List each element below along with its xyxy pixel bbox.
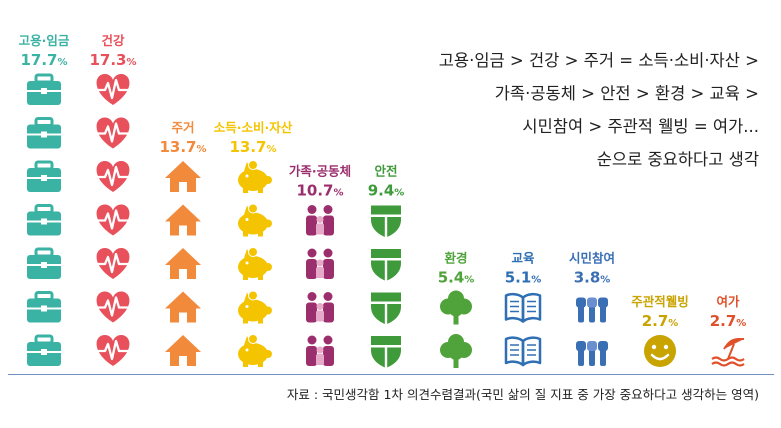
tree-icon [440, 290, 472, 325]
source-note: 자료 : 국민생각함 1차 의견수렴결과(국민 삶의 질 지표 중 가장 중요하… [286, 387, 759, 402]
summary-line-3: 시민참여 > 주관적 웰빙 = 여가... [522, 117, 759, 136]
briefcase-icon [27, 117, 61, 149]
house-icon [165, 204, 201, 236]
data-label: 2.7% [642, 312, 679, 330]
category-label: 시민참여 [569, 251, 615, 266]
category-label: 교육 [511, 251, 535, 266]
category-label: 고용·임금 [19, 33, 70, 48]
smiley-icon [644, 335, 676, 367]
raised-hands-icon [576, 341, 608, 366]
heart-icon [96, 335, 130, 366]
summary-line-1: 고용·임금 > 건강 > 주거 = 소득·소비·자산 > [438, 51, 759, 70]
briefcase-icon [27, 204, 61, 236]
category-column: 3.8% 시민참여 [569, 251, 615, 366]
shield-icon [371, 336, 401, 368]
category-label: 안전 [374, 164, 397, 179]
tree-icon [440, 334, 472, 368]
data-label: 13.7% [159, 138, 206, 156]
category-column: 9.4% 안전 [368, 164, 405, 368]
family-icon [306, 335, 334, 366]
briefcase-icon [27, 291, 61, 323]
family-icon [306, 205, 334, 236]
category-column: 10.7% 가족·공동체 [289, 164, 351, 366]
heart-icon [96, 161, 130, 192]
category-label: 주거 [171, 120, 194, 135]
category-label: 소득·소비·자산 [214, 120, 293, 135]
house-icon [165, 291, 201, 323]
data-label: 5.1% [505, 269, 542, 287]
summary-line-2: 가족·공동체 > 안전 > 환경 > 교육 > [494, 84, 759, 103]
piggy-bank-icon [238, 247, 272, 280]
summary-text: 고용·임금 > 건강 > 주거 = 소득·소비·자산 > 가족·공동체 > 안전… [379, 44, 759, 176]
category-column: 5.4% 환경 [438, 251, 475, 368]
book-icon [504, 336, 542, 367]
heart-icon [96, 204, 130, 236]
data-label: 3.8% [574, 269, 611, 287]
data-label: 2.7% [710, 312, 747, 330]
summary-line-4: 순으로 중요하다고 생각 [596, 150, 759, 169]
heart-icon [96, 291, 130, 323]
briefcase-icon [27, 247, 61, 279]
data-label: 9.4% [368, 182, 405, 200]
category-label: 환경 [444, 251, 467, 266]
category-column: 13.7% 소득·소비·자산 [214, 120, 293, 367]
briefcase-icon [27, 73, 61, 105]
data-label: 17.7% [20, 51, 67, 69]
beach-umbrella-icon [711, 337, 745, 367]
data-label: 5.4% [438, 269, 475, 287]
book-icon [504, 292, 542, 323]
house-icon [165, 248, 201, 279]
family-icon [306, 248, 334, 279]
raised-hands-icon [576, 297, 608, 323]
category-column: 2.7% 여가 [710, 294, 747, 367]
category-label: 건강 [101, 33, 125, 48]
data-label: 10.7% [296, 182, 343, 200]
category-column: 17.3% 건강 [89, 33, 137, 366]
shield-icon [371, 292, 401, 325]
category-column: 13.7% 주거 [159, 120, 207, 366]
heart-icon [96, 74, 130, 105]
piggy-bank-icon [238, 334, 272, 367]
category-column: 5.1% 교육 [504, 251, 542, 367]
piggy-bank-icon [238, 290, 272, 324]
house-icon [165, 161, 201, 192]
heart-icon [96, 117, 130, 149]
piggy-bank-icon [238, 160, 272, 193]
family-icon [306, 292, 334, 323]
category-column: 2.7% 주관적웰빙 [631, 294, 689, 367]
house-icon [165, 335, 201, 366]
shield-icon [371, 249, 401, 281]
data-label: 17.3% [89, 51, 136, 69]
category-label: 가족·공동체 [289, 164, 351, 179]
category-label: 주관적웰빙 [631, 294, 689, 309]
briefcase-icon [27, 334, 61, 366]
baseline [8, 374, 774, 375]
heart-icon [96, 248, 130, 279]
category-column: 17.7% 고용·임금 [19, 33, 70, 366]
briefcase-icon [27, 160, 61, 192]
data-label: 13.7% [229, 138, 276, 156]
piggy-bank-icon [238, 203, 272, 237]
shield-icon [371, 205, 401, 238]
category-label: 여가 [716, 294, 740, 309]
